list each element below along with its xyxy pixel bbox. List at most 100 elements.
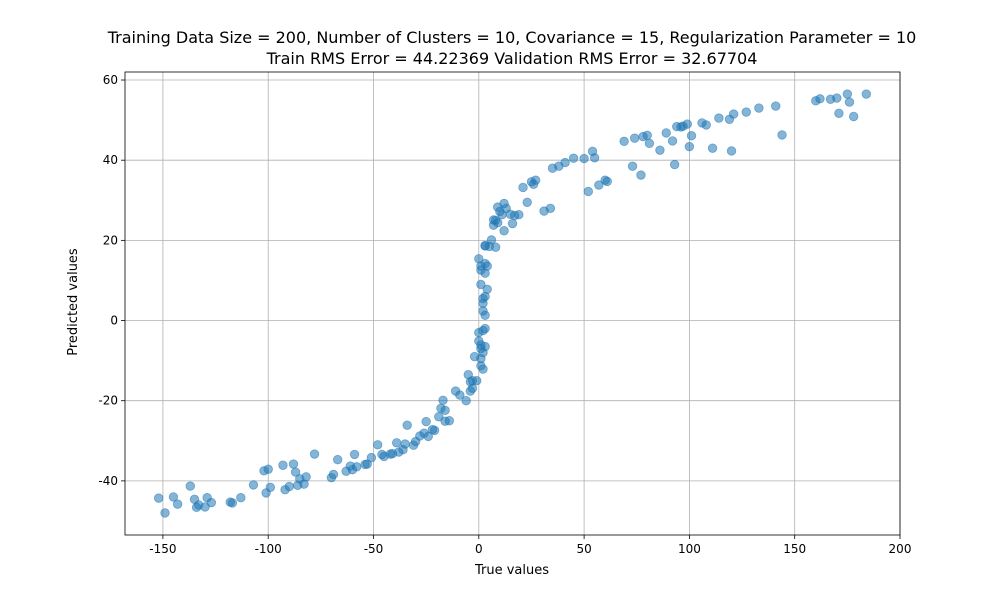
data-point xyxy=(429,425,440,436)
data-point xyxy=(438,395,448,406)
data-point xyxy=(444,416,455,426)
data-point xyxy=(278,460,288,470)
data-point xyxy=(518,182,528,193)
data-point xyxy=(589,153,600,163)
data-point xyxy=(842,89,853,99)
data-point xyxy=(707,143,718,153)
y-tick-label: 60 xyxy=(103,73,118,87)
data-point xyxy=(467,383,478,393)
grid-lines xyxy=(125,72,901,535)
data-point xyxy=(655,145,665,155)
data-point xyxy=(514,210,524,220)
data-point xyxy=(701,120,711,130)
data-point xyxy=(560,157,570,168)
data-point xyxy=(482,284,492,294)
data-point xyxy=(301,472,311,482)
data-point xyxy=(594,180,604,190)
chart-title: Training Data Size = 200, Number of Clus… xyxy=(107,28,917,47)
data-point xyxy=(499,226,509,236)
data-point xyxy=(227,498,238,508)
data-points xyxy=(153,89,872,518)
data-point xyxy=(629,133,640,143)
data-point xyxy=(351,462,362,472)
data-point xyxy=(421,416,431,427)
y-axis-label: Predicted values xyxy=(66,248,81,356)
data-point xyxy=(480,341,490,352)
x-tick-label: -100 xyxy=(255,542,282,556)
y-tick-label: -20 xyxy=(98,394,118,408)
data-point xyxy=(682,119,692,129)
data-point xyxy=(627,161,638,171)
x-tick-label: 50 xyxy=(576,542,591,556)
data-point xyxy=(644,138,655,149)
data-point xyxy=(200,502,210,512)
data-point xyxy=(861,89,872,99)
x-axis-label: True values xyxy=(474,563,549,578)
data-point xyxy=(777,130,787,140)
data-point xyxy=(686,131,697,141)
data-point xyxy=(480,323,490,334)
data-point xyxy=(728,109,739,119)
data-point xyxy=(507,218,518,229)
data-point xyxy=(160,508,170,518)
plot-frame xyxy=(124,71,901,536)
data-point xyxy=(490,242,501,252)
data-point xyxy=(619,136,629,147)
data-point xyxy=(366,452,377,463)
data-point xyxy=(726,146,737,156)
data-point xyxy=(362,459,372,469)
data-point xyxy=(172,499,183,509)
data-point xyxy=(834,108,844,118)
data-point xyxy=(263,464,273,474)
y-tick-label: 40 xyxy=(103,153,118,167)
data-point xyxy=(248,480,259,490)
data-point xyxy=(440,405,450,416)
data-point xyxy=(667,136,678,146)
data-point xyxy=(373,440,383,450)
data-point xyxy=(844,97,855,107)
data-point xyxy=(400,439,410,449)
data-point xyxy=(669,159,680,170)
data-point xyxy=(206,497,217,508)
plot-border xyxy=(124,71,901,536)
data-point xyxy=(636,170,646,180)
x-tick-label: 200 xyxy=(889,542,912,556)
data-point xyxy=(478,364,488,374)
data-point xyxy=(642,130,652,141)
data-point xyxy=(349,449,360,460)
data-point xyxy=(391,438,402,448)
data-point xyxy=(284,481,294,492)
data-point xyxy=(476,279,486,290)
data-point xyxy=(455,390,465,400)
data-point xyxy=(530,175,541,185)
data-point xyxy=(815,94,825,104)
data-point xyxy=(771,101,781,111)
data-point xyxy=(153,493,164,503)
data-point xyxy=(522,197,532,207)
data-point xyxy=(290,467,301,477)
data-point xyxy=(265,482,276,492)
y-tick-label: 0 xyxy=(110,314,118,328)
data-point xyxy=(480,310,490,321)
data-point xyxy=(661,128,671,138)
axis-ticks: -150 -100 -50 0 50 100 150 200 -40 -20 0 20 40 60 xyxy=(98,73,911,556)
y-tick-label: -40 xyxy=(98,474,118,488)
data-point xyxy=(583,186,594,197)
chart-subtitle: Train RMS Error = 44.22369 Validation RM… xyxy=(266,49,758,68)
data-point xyxy=(568,153,579,163)
data-point xyxy=(493,218,503,228)
data-point xyxy=(754,103,764,113)
data-point xyxy=(486,235,497,245)
x-tick-label: -150 xyxy=(149,542,176,556)
x-tick-label: 0 xyxy=(475,542,483,556)
data-point xyxy=(714,113,724,123)
data-point xyxy=(848,111,859,122)
x-tick-label: 100 xyxy=(678,542,701,556)
data-point xyxy=(545,203,556,213)
data-point xyxy=(684,141,695,152)
x-tick-label: 150 xyxy=(783,542,806,556)
y-tick-label: 20 xyxy=(103,233,118,247)
data-point xyxy=(309,449,320,459)
data-point xyxy=(185,481,195,491)
